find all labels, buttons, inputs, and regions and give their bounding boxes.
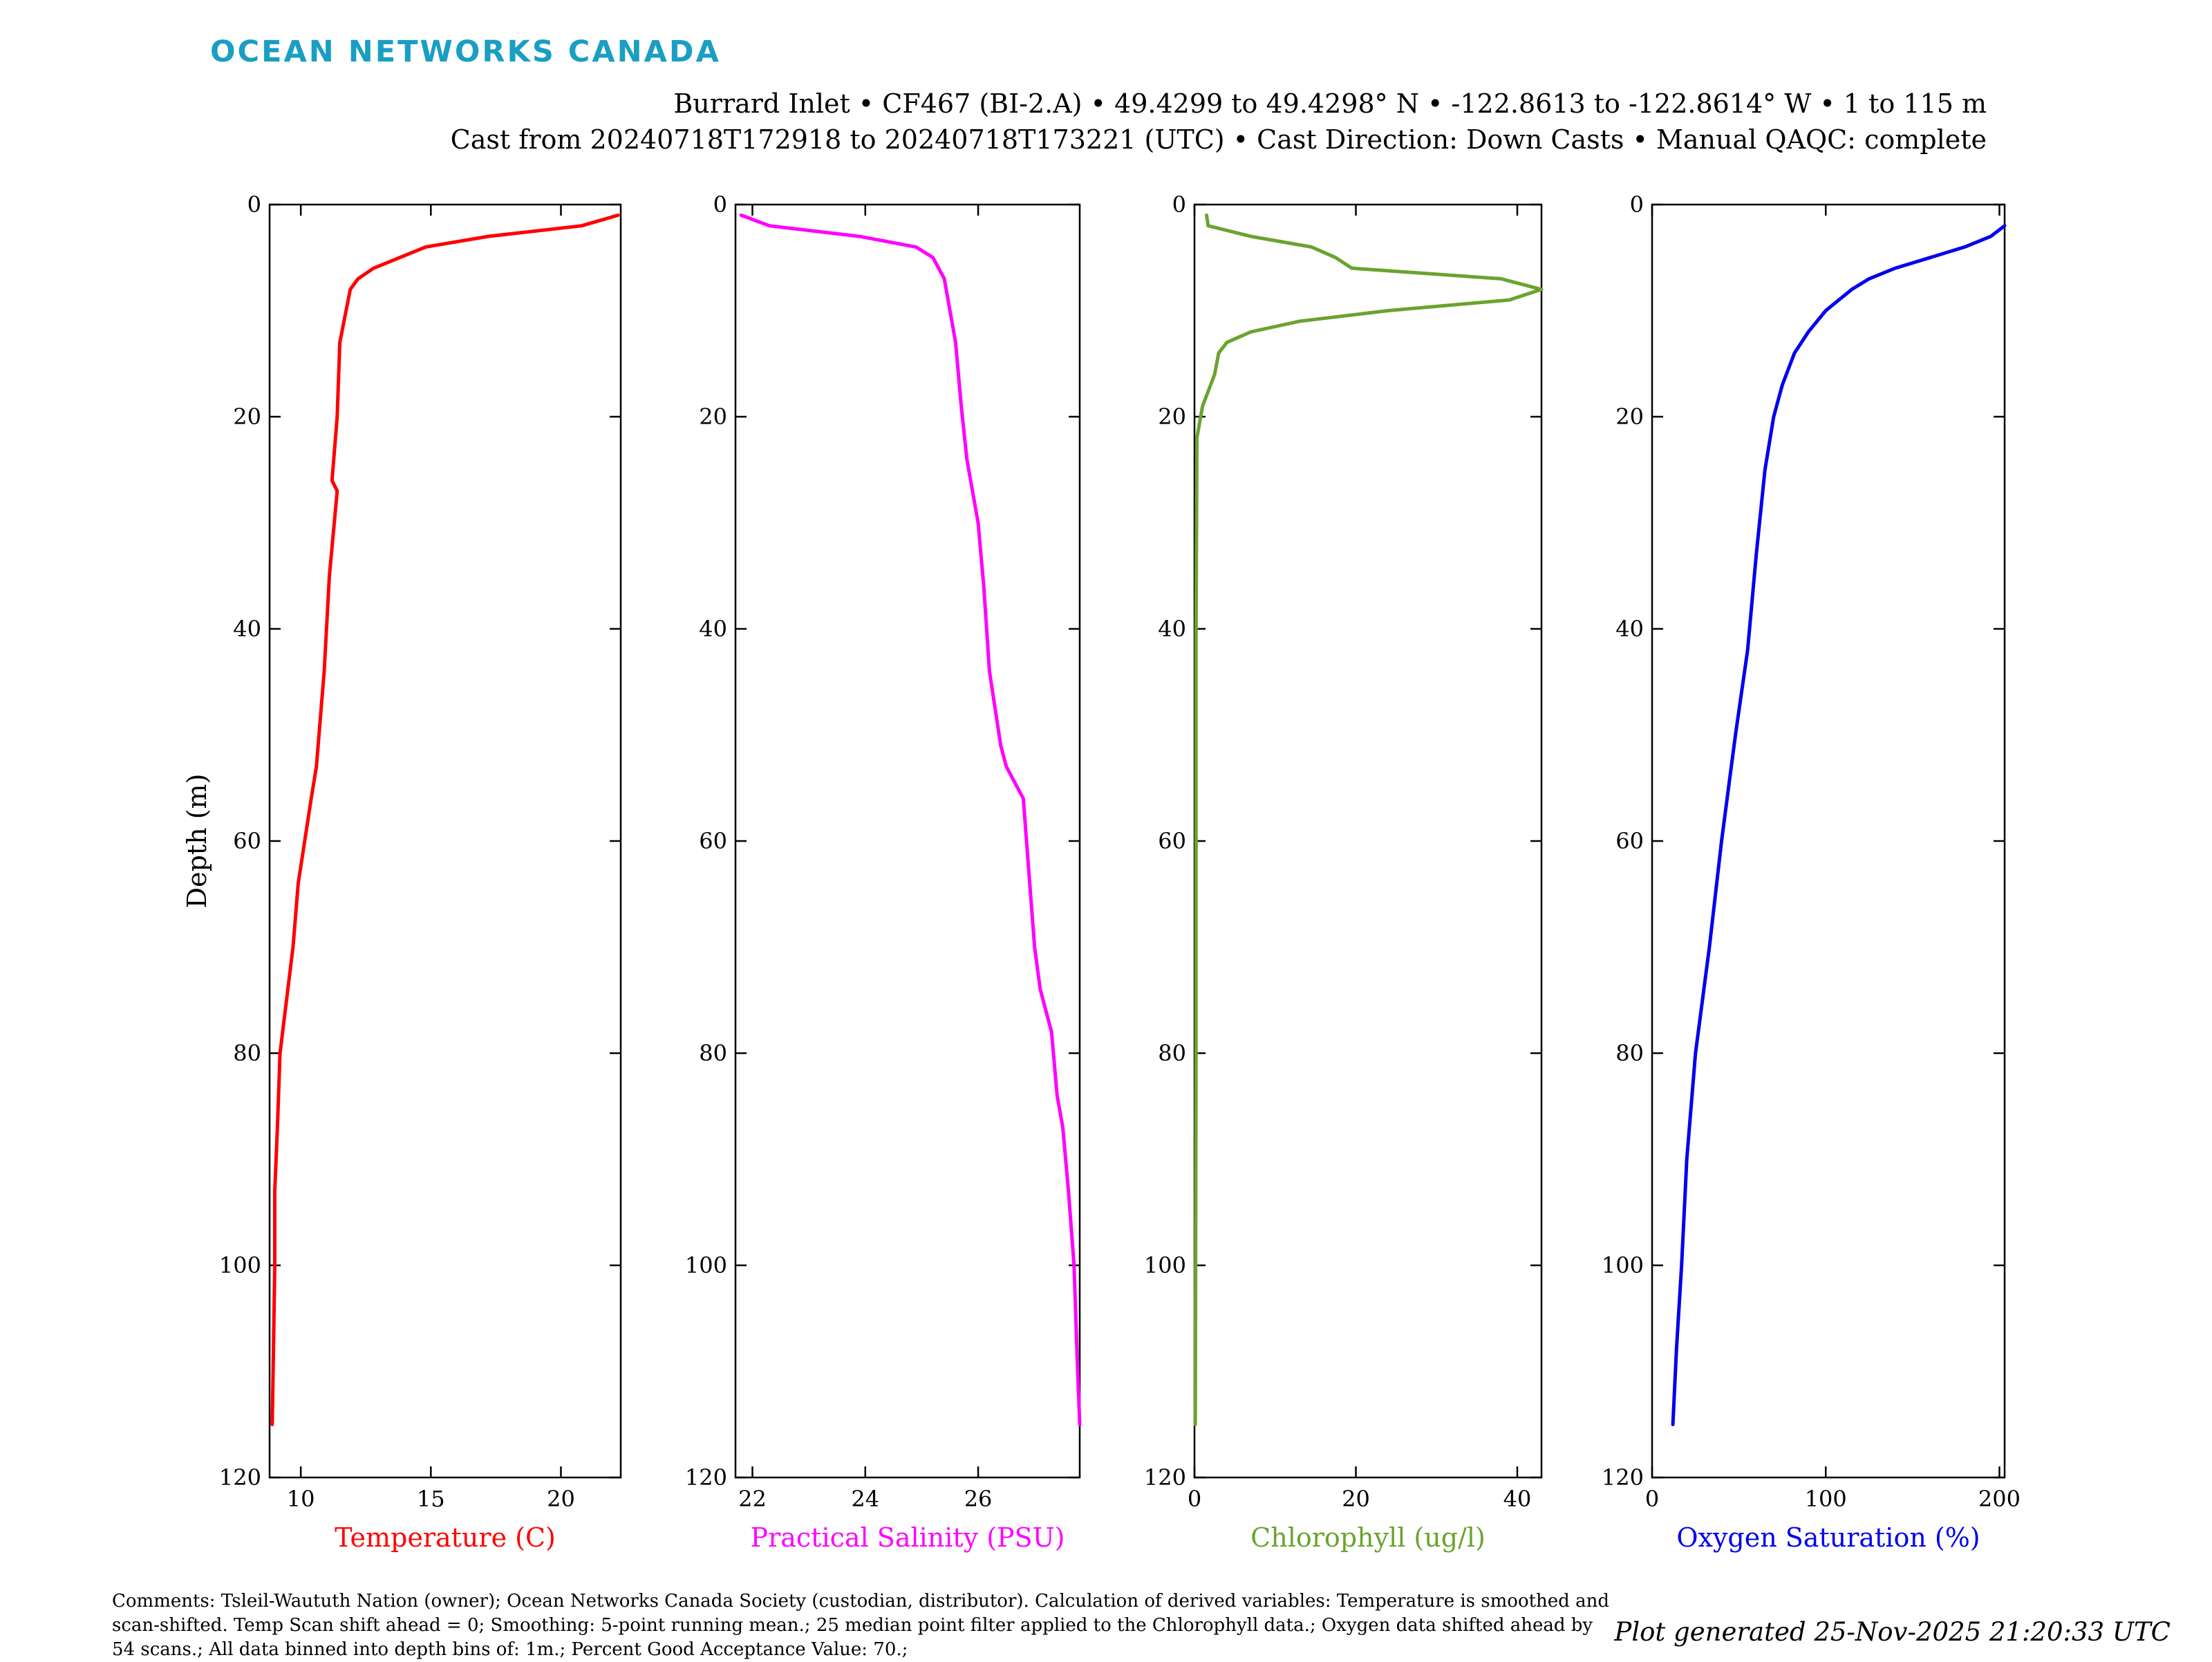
y-tick-label: 80 xyxy=(699,1040,727,1066)
x-tick-label: 20 xyxy=(1342,1486,1370,1512)
x-tick-label: 26 xyxy=(964,1486,993,1512)
y-tick-label: 0 xyxy=(247,191,261,218)
y-tick-label: 100 xyxy=(1602,1252,1644,1278)
y-tick-label: 0 xyxy=(1172,191,1186,218)
y-tick-label: 120 xyxy=(219,1464,261,1491)
profile-line xyxy=(1671,224,2007,1426)
y-tick-label: 120 xyxy=(1602,1464,1644,1491)
y-tick-label: 40 xyxy=(699,616,727,642)
x-axis-label: Chlorophyll (ug/l) xyxy=(1250,1522,1485,1553)
x-tick-label: 40 xyxy=(1503,1486,1532,1512)
y-tick-label: 0 xyxy=(1630,191,1644,218)
y-tick-label: 100 xyxy=(685,1252,727,1278)
y-tick-label: 80 xyxy=(1158,1040,1186,1066)
y-tick-label: 100 xyxy=(1144,1252,1186,1278)
y-tick-label: 40 xyxy=(1158,616,1186,642)
x-axis-label: Oxygen Saturation (%) xyxy=(1676,1522,1980,1553)
plot-frame xyxy=(1651,203,2006,1479)
y-tick-label: 60 xyxy=(1615,828,1644,854)
y-tick-label: 60 xyxy=(699,828,727,854)
y-tick-label: 20 xyxy=(233,404,261,430)
x-tick-label: 10 xyxy=(287,1486,315,1512)
y-tick-label: 0 xyxy=(713,191,727,218)
x-axis-label: Temperature (C) xyxy=(335,1522,556,1553)
y-tick-label: 120 xyxy=(685,1464,727,1491)
header-line-cast: Cast from 20240718T172918 to 20240718T17… xyxy=(450,124,1987,155)
x-tick-label: 24 xyxy=(851,1486,879,1512)
x-tick-label: 15 xyxy=(417,1486,445,1512)
y-tick-label: 40 xyxy=(1615,616,1644,642)
y-axis-label: Depth (m) xyxy=(182,774,212,909)
header-line-location: Burrard Inlet • CF467 (BI-2.A) • 49.4299… xyxy=(673,88,1987,119)
profile-line xyxy=(1193,213,1544,1426)
x-tick-label: 200 xyxy=(1978,1486,2021,1512)
x-axis-label: Practical Salinity (PSU) xyxy=(751,1522,1065,1553)
x-tick-label: 0 xyxy=(1645,1486,1659,1512)
x-tick-label: 100 xyxy=(1805,1486,1847,1512)
y-tick-label: 20 xyxy=(699,404,727,430)
y-tick-label: 20 xyxy=(1158,404,1186,430)
profile-line xyxy=(270,213,620,1426)
x-tick-label: 20 xyxy=(547,1486,575,1512)
profile-line xyxy=(739,213,1082,1426)
y-tick-label: 80 xyxy=(1615,1040,1644,1066)
y-tick-label: 80 xyxy=(233,1040,261,1066)
x-tick-label: 0 xyxy=(1188,1486,1201,1512)
y-tick-label: 20 xyxy=(1615,404,1644,430)
y-tick-label: 60 xyxy=(1158,828,1186,854)
y-tick-label: 40 xyxy=(233,616,261,642)
onc-logo: OCEAN NETWORKS CANADA xyxy=(210,35,721,69)
comments-text: Comments: Tsleil-Waututh Nation (owner);… xyxy=(112,1591,1609,1660)
y-tick-label: 100 xyxy=(219,1252,261,1278)
plot-generated-timestamp: Plot generated 25-Nov-2025 21:20:33 UTC xyxy=(1614,1617,2171,1647)
plot-frame xyxy=(1193,203,1543,1479)
plot-frame xyxy=(268,203,622,1479)
y-tick-label: 60 xyxy=(233,828,261,854)
y-tick-label: 120 xyxy=(1144,1464,1186,1491)
x-tick-label: 22 xyxy=(738,1486,767,1512)
